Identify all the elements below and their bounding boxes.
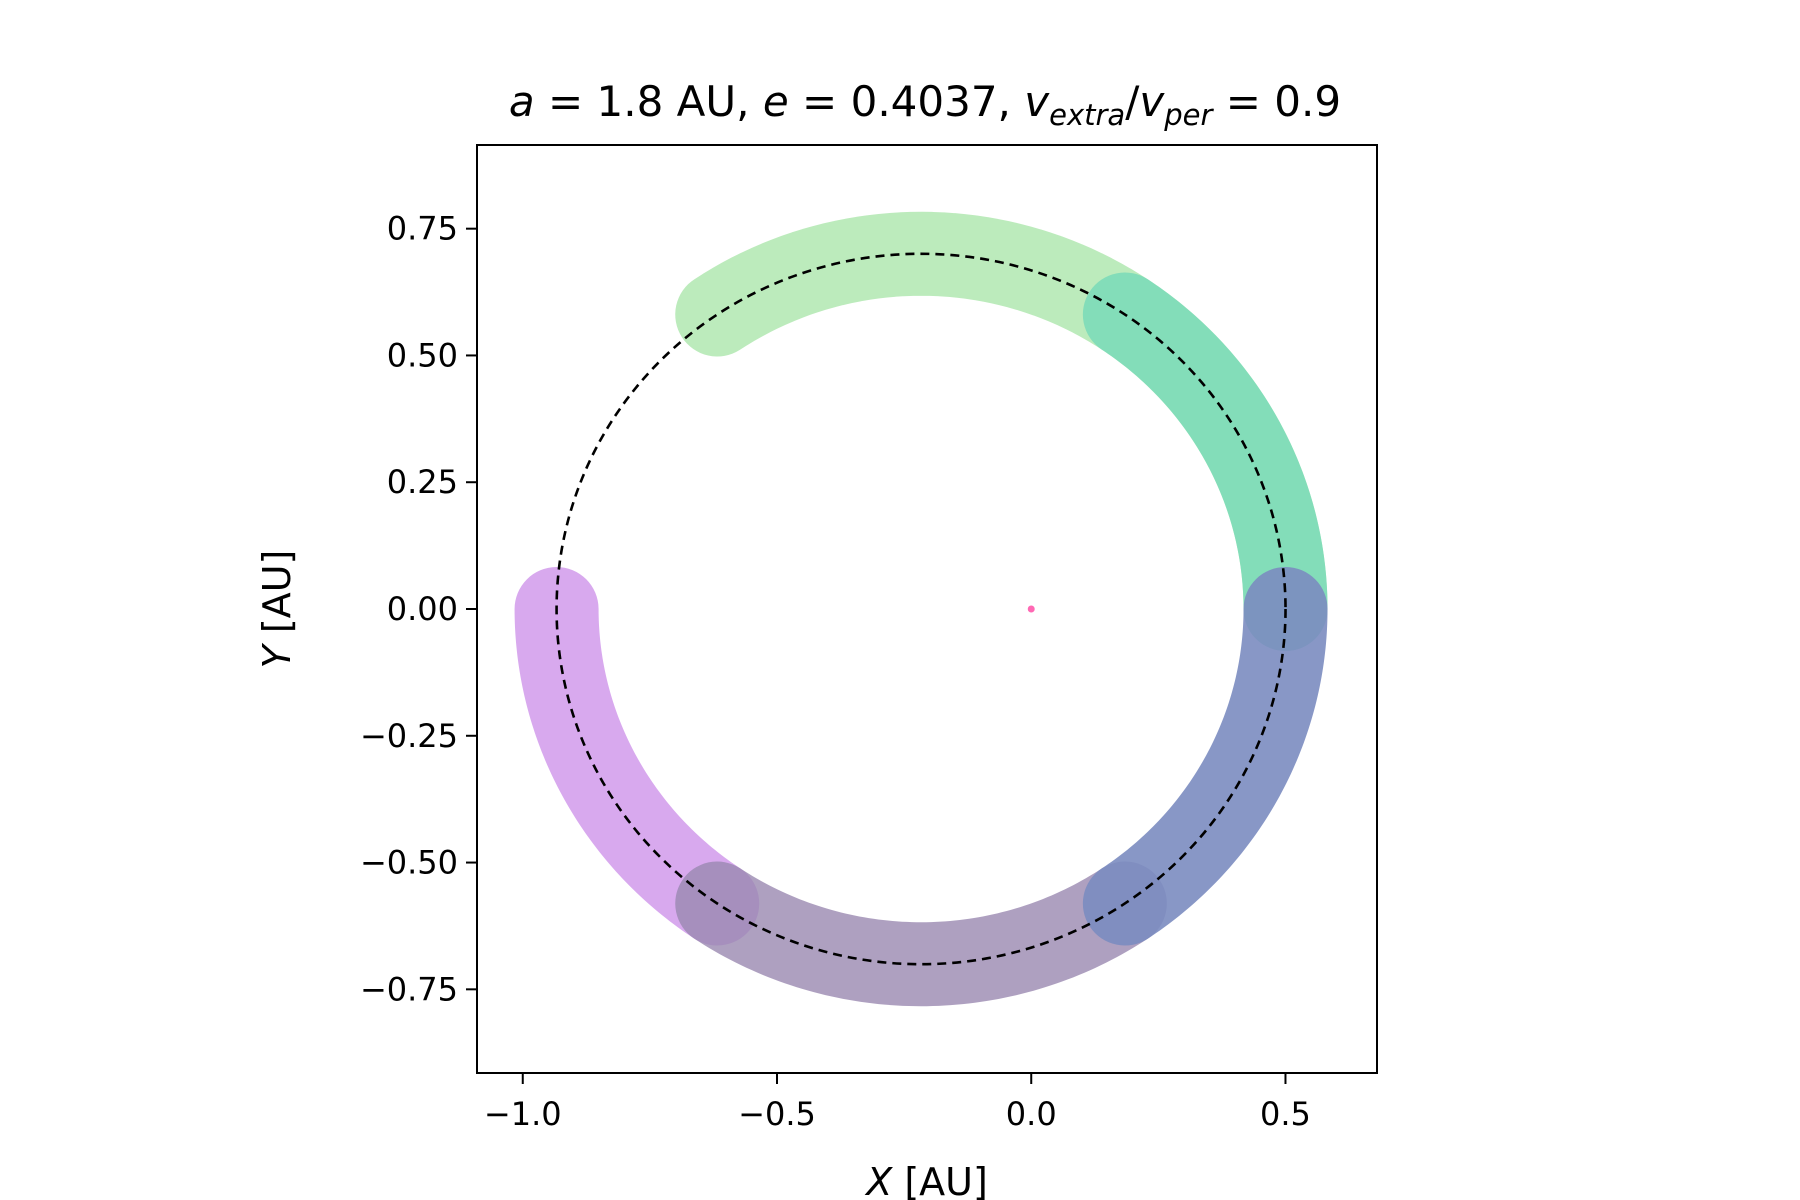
- title-v-extra-sub: extra: [1049, 98, 1125, 132]
- y-tick-label-5: −0.25: [360, 717, 458, 755]
- central-star-marker: [1027, 605, 1035, 613]
- y-axis-label-unit: [AU]: [255, 550, 299, 646]
- y-axis-label: Y [AU]: [255, 550, 299, 669]
- title-v-extra-base: v: [1024, 77, 1050, 126]
- title-a-symbol: a: [509, 77, 535, 126]
- title-e-value: = 0.4037,: [789, 77, 1025, 126]
- y-tick-label-7: −0.75: [360, 970, 458, 1008]
- title-v-per-base: v: [1139, 77, 1165, 126]
- y-axis-ticks: 0.75 0.50 0.25 0.00 −0.25 −0.50 −0.75: [360, 210, 477, 1008]
- x-axis-label: X [AU]: [864, 1160, 988, 1200]
- title-e-symbol: e: [763, 77, 789, 126]
- x-axis-label-unit: [AU]: [892, 1160, 988, 1200]
- title-ratio-value: = 0.9: [1212, 77, 1341, 126]
- y-tick-label-1: 0.75: [387, 210, 458, 248]
- title-a-value: = 1.8 AU,: [535, 77, 763, 126]
- y-tick-label-6: −0.50: [360, 844, 458, 882]
- x-axis-ticks: −1.0 −0.5 0.0 0.5: [484, 1073, 1311, 1133]
- x-tick-label-3: 0.0: [1006, 1095, 1057, 1133]
- title-slash: /: [1125, 77, 1140, 126]
- title-v-per-sub: per: [1163, 98, 1214, 132]
- y-tick-label-4: 0.00: [387, 590, 458, 628]
- x-tick-label-1: −1.0: [484, 1095, 562, 1133]
- plot-content: [514, 211, 1328, 1007]
- x-tick-label-4: 0.5: [1260, 1095, 1311, 1133]
- y-tick-label-2: 0.50: [387, 336, 458, 374]
- orbit-ellipse-dashed: [555, 252, 1287, 966]
- y-tick-label-3: 0.25: [387, 463, 458, 501]
- chart-title: a = 1.8 AU, e = 0.4037, vextra/vper = 0.…: [509, 77, 1341, 132]
- x-axis-label-symbol: X: [864, 1160, 893, 1200]
- x-tick-label-2: −0.5: [738, 1095, 816, 1133]
- y-axis-label-symbol: Y: [255, 642, 299, 668]
